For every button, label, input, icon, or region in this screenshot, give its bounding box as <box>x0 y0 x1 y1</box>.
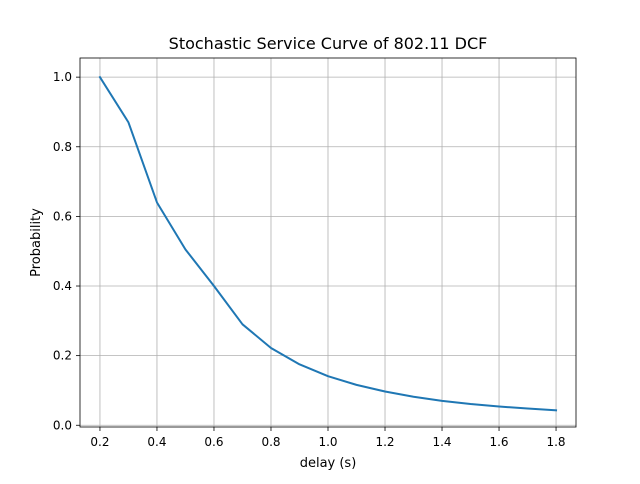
x-axis-label: delay (s) <box>300 456 357 471</box>
x-tick-label: 1.6 <box>489 435 508 449</box>
y-tick-label: 0.4 <box>53 279 72 293</box>
y-tick-label: 0.8 <box>53 140 72 154</box>
ticks: 0.2 0.4 0.6 0.8 1.0 1.2 1.4 1.6 1.8 0.0 0.2 0.4 0.6 0… <box>53 70 566 449</box>
y-tick-label: 0.0 <box>53 418 72 432</box>
x-tick-label: 0.2 <box>90 435 109 449</box>
x-tick-label: 0.6 <box>204 435 223 449</box>
y-tick-label: 0.2 <box>53 349 72 363</box>
x-tick-label: 0.4 <box>147 435 166 449</box>
y-tick-label: 1.0 <box>53 70 72 84</box>
grid <box>80 58 576 427</box>
x-tick-label: 1.0 <box>318 435 337 449</box>
x-tick-label: 0.8 <box>261 435 280 449</box>
x-tick-label: 1.2 <box>375 435 394 449</box>
x-tick-label: 1.4 <box>432 435 451 449</box>
y-axis-label: Probability <box>29 208 44 277</box>
chart-title: Stochastic Service Curve of 802.11 DCF <box>169 34 488 53</box>
series-layer <box>98 75 558 412</box>
x-tick-label: 1.8 <box>546 435 565 449</box>
series-line <box>98 75 558 412</box>
y-tick-label: 0.6 <box>53 209 72 223</box>
